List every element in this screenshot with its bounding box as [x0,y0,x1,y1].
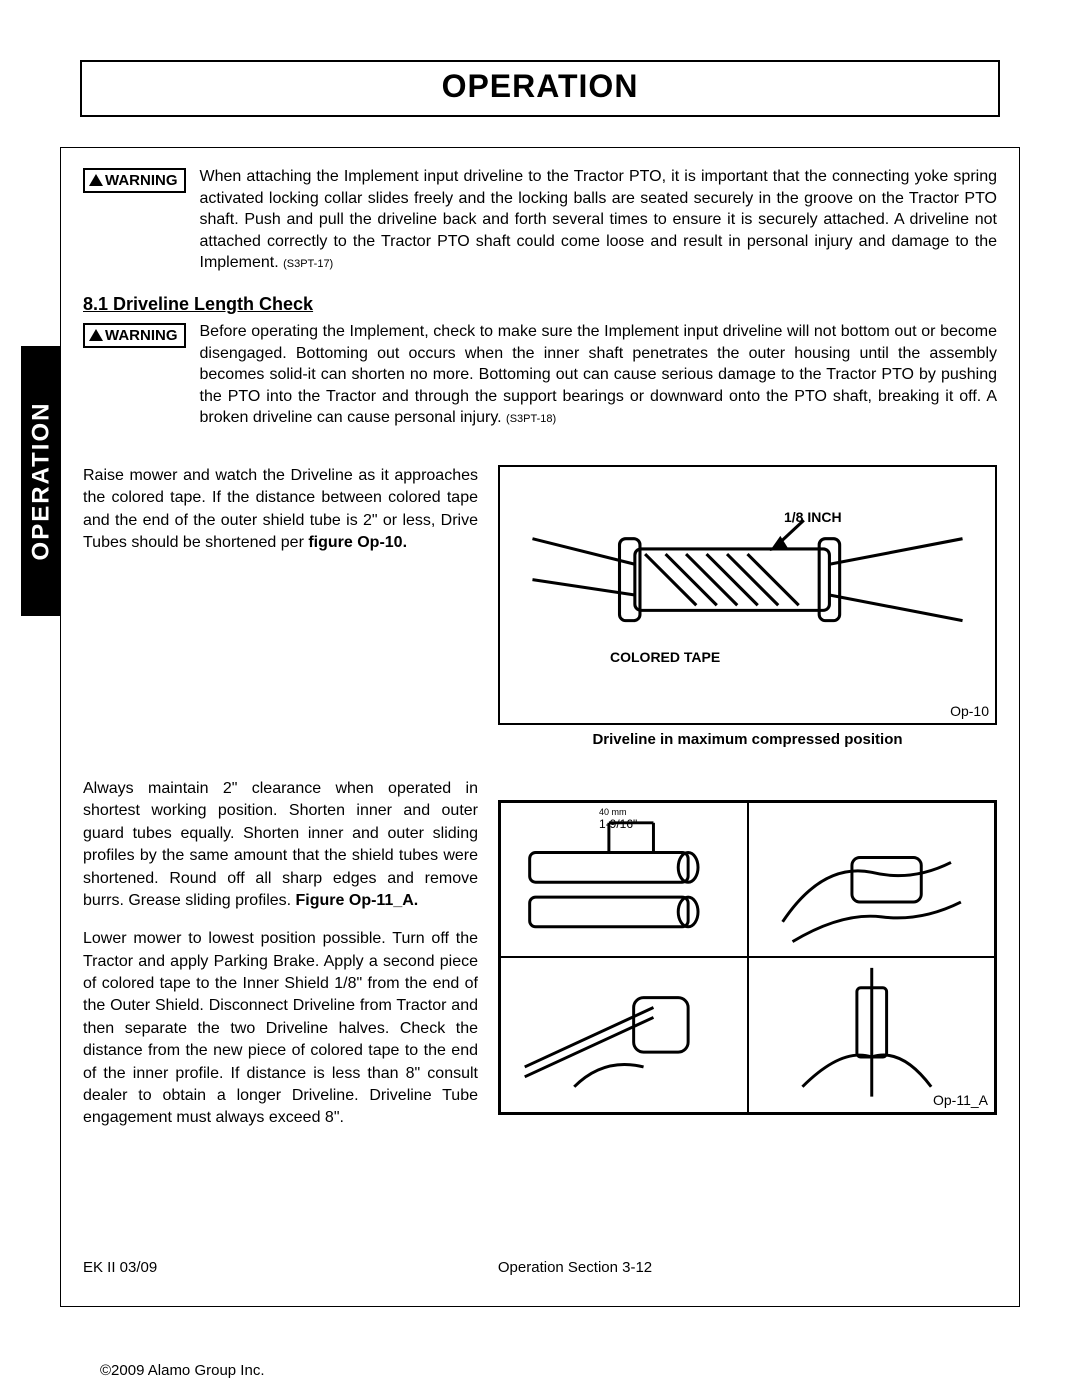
warning-badge-col: WARNING [83,166,186,274]
fig1-inch-label: 1/8 INCH [784,509,842,525]
warning-text: When attaching the Implement input drive… [200,166,998,274]
warning-triangle-icon [89,174,103,186]
section-heading: 8.1 Driveline Length Check [83,294,997,315]
title-box: OPERATION [80,60,1000,117]
warning-label: WARNING [105,327,178,344]
figure-op-11a: 40 mm 1-9/16" [498,800,997,1115]
hacksaw-cut-icon [501,958,747,1112]
page-footer: EK II 03/09 Operation Section 3-12 [83,1259,997,1276]
content-frame: OPERATION WARNING When attaching the Imp… [60,147,1020,1307]
para-2: Always maintain 2" clearance when operat… [83,778,478,912]
warning-badge: WARNING [83,168,186,193]
para1-text: Raise mower and watch the Driveline as i… [83,467,478,551]
warning1-ref: (S3PT-17) [283,258,333,270]
page: OPERATION OPERATION WARNING When attachi… [0,0,1080,1397]
page-title: OPERATION [82,68,998,105]
para-3: Lower mower to lowest position possible.… [83,928,478,1130]
side-tab: OPERATION [21,346,61,616]
fig2-dim-in: 1-9/16" [599,817,637,831]
warning2-ref: (S3PT-18) [506,413,556,425]
left-col-2: Always maintain 2" clearance when operat… [83,778,478,1146]
warning-block-1: WARNING When attaching the Implement inp… [83,166,997,274]
file-deburr-icon [749,958,995,1112]
fig1-id: Op-10 [950,703,989,719]
row-2: Always maintain 2" clearance when operat… [83,778,997,1146]
warning-text: Before operating the Implement, check to… [200,321,998,429]
para2-text: Always maintain 2" clearance when operat… [83,780,478,909]
left-col-1: Raise mower and watch the Driveline as i… [83,465,478,748]
footer-right [993,1259,997,1276]
driveline-diagram-icon [500,467,995,723]
warning1-body: When attaching the Implement input drive… [200,168,998,271]
row-1: Raise mower and watch the Driveline as i… [83,465,997,748]
right-col-1: 1/8 INCH COLORED TAPE Op-10 Driveline in… [498,465,997,748]
footer-center: Operation Section 3-12 [498,1259,652,1276]
warning-block-2: WARNING Before operating the Implement, … [83,321,997,429]
fig2-panel-1: 40 mm 1-9/16" [500,802,748,958]
warning-label: WARNING [105,172,178,189]
para2-figref: Figure Op-11_A. [296,892,419,909]
right-col-2: 40 mm 1-9/16" [498,778,997,1146]
warning2-body: Before operating the Implement, check to… [200,323,998,426]
side-tab-label: OPERATION [27,402,55,561]
warning-badge: WARNING [83,323,186,348]
fig2-panel-4: Op-11_A [748,957,996,1113]
fig2-panel-3 [500,957,748,1113]
hands-holding-icon [749,803,995,957]
fig2-dim-mm: 40 mm [599,807,627,817]
fig2-panel-2 [748,802,996,958]
warning-triangle-icon [89,329,103,341]
footer-left: EK II 03/09 [83,1259,157,1276]
warning-badge-col: WARNING [83,321,186,429]
figure-op-10: 1/8 INCH COLORED TAPE Op-10 [498,465,997,725]
fig2-id: Op-11_A [933,1092,988,1108]
para1-figref: figure Op-10. [308,534,407,551]
copyright: ©2009 Alamo Group Inc. [100,1362,264,1379]
fig1-caption: Driveline in maximum compressed position [498,731,997,748]
para-1: Raise mower and watch the Driveline as i… [83,465,478,555]
fig1-tape-label: COLORED TAPE [610,649,720,665]
